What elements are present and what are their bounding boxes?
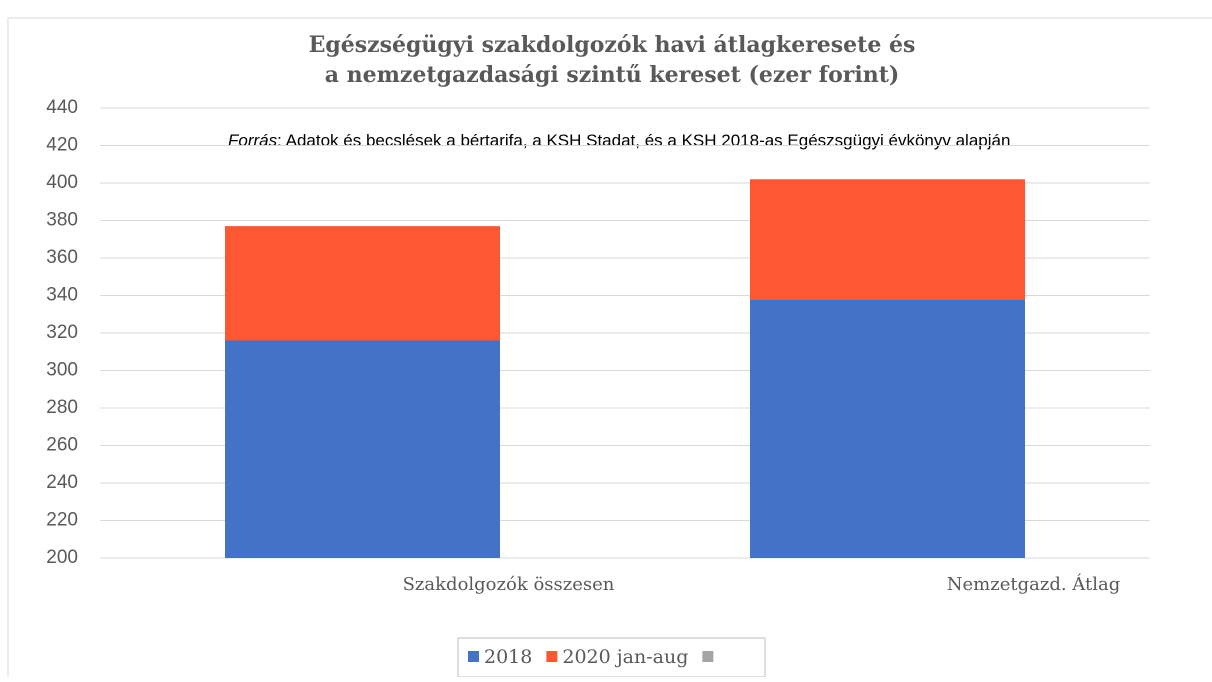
y-tick-label: 440 <box>46 97 78 118</box>
bar <box>225 226 500 341</box>
legend-box <box>457 637 766 678</box>
x-tick-label: Szakdolgozók összesen <box>403 574 615 595</box>
y-tick-label: 220 <box>46 510 78 531</box>
legend-label: 2020 jan-aug <box>562 646 688 668</box>
y-tick-label: 280 <box>46 397 78 418</box>
chart-title: a nemzetgazdasági szintű kereset (ezer f… <box>325 62 900 88</box>
y-tick-label: 400 <box>46 172 78 193</box>
y-tick-label: 260 <box>46 435 78 456</box>
y-tick-label: 360 <box>46 247 78 268</box>
legend-swatch <box>468 651 479 662</box>
legend-label: 2018 <box>484 646 532 668</box>
y-tick-label: 340 <box>46 285 78 306</box>
y-tick-label: 300 <box>46 360 78 381</box>
y-tick-label: 420 <box>46 135 78 156</box>
x-tick-label: Nemzetgazd. Átlag <box>947 572 1120 595</box>
annotation-text: : Adatok és becslések a bértarifa, a KSH… <box>277 131 1010 150</box>
legend-swatch <box>702 651 714 662</box>
chart-title: Egészségügyi szakdolgozók havi átlagkere… <box>309 32 916 58</box>
bar <box>750 299 1025 558</box>
bar <box>225 340 500 558</box>
annotation: Forrás: Adatok és becslések a bértarifa,… <box>228 131 1010 150</box>
y-tick-label: 240 <box>46 472 78 493</box>
y-tick-label: 200 <box>46 547 78 568</box>
legend-swatch <box>546 651 558 662</box>
bar <box>750 179 1025 300</box>
annotation-italic: Forrás <box>228 131 278 150</box>
y-tick-label: 320 <box>46 322 78 343</box>
y-tick-label: 380 <box>46 210 78 231</box>
